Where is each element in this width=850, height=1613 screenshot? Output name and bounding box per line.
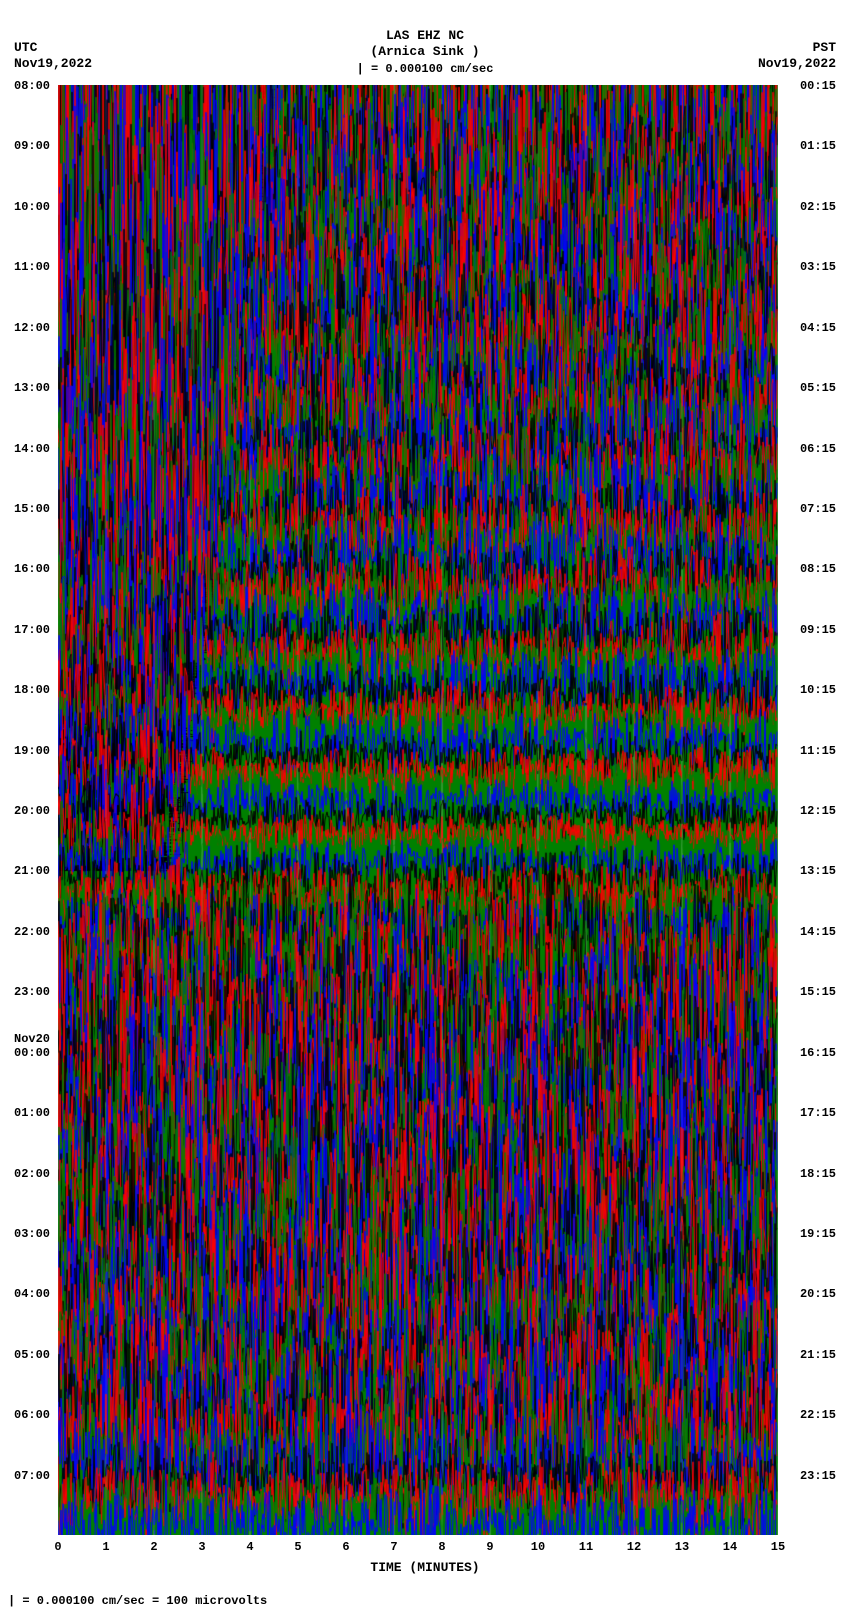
utc-hour-label: 09:00 <box>14 139 50 153</box>
utc-hour-label: 13:00 <box>14 381 50 395</box>
utc-hour-label: 15:00 <box>14 502 50 516</box>
date-right: Nov19,2022 <box>758 56 836 71</box>
x-tick: 1 <box>102 1540 109 1554</box>
pst-hour-label: 23:15 <box>800 1469 836 1483</box>
x-tick: 15 <box>771 1540 785 1554</box>
utc-hour-label: 22:00 <box>14 925 50 939</box>
utc-hour-label: 18:00 <box>14 683 50 697</box>
x-tick: 14 <box>723 1540 737 1554</box>
utc-hour-label: 23:00 <box>14 985 50 999</box>
pst-hour-label: 07:15 <box>800 502 836 516</box>
utc-hour-label: 16:00 <box>14 562 50 576</box>
station-subtitle: (Arnica Sink ) <box>0 44 850 59</box>
x-tick: 11 <box>579 1540 593 1554</box>
pst-hour-label: 20:15 <box>800 1287 836 1301</box>
x-tick: 5 <box>294 1540 301 1554</box>
x-tick: 10 <box>531 1540 545 1554</box>
x-tick: 7 <box>390 1540 397 1554</box>
utc-hour-label: 04:00 <box>14 1287 50 1301</box>
x-tick: 13 <box>675 1540 689 1554</box>
utc-hour-label: 19:00 <box>14 744 50 758</box>
x-tick: 9 <box>486 1540 493 1554</box>
pst-hour-label: 05:15 <box>800 381 836 395</box>
footer-scale: | = 0.000100 cm/sec = 100 microvolts <box>8 1594 267 1608</box>
pst-hour-label: 09:15 <box>800 623 836 637</box>
x-tick: 0 <box>54 1540 61 1554</box>
pst-hour-label: 12:15 <box>800 804 836 818</box>
pst-hour-label: 02:15 <box>800 200 836 214</box>
pst-hour-label: 13:15 <box>800 864 836 878</box>
utc-hour-label: 03:00 <box>14 1227 50 1241</box>
x-tick: 3 <box>198 1540 205 1554</box>
x-axis-ticks: 0123456789101112131415 <box>58 1540 778 1560</box>
pst-hour-label: 03:15 <box>800 260 836 274</box>
pst-hour-label: 22:15 <box>800 1408 836 1422</box>
x-tick: 2 <box>150 1540 157 1554</box>
pst-hour-label: 00:15 <box>800 79 836 93</box>
utc-hour-label: 08:00 <box>14 79 50 93</box>
scale-indicator: | = 0.000100 cm/sec <box>0 62 850 76</box>
utc-hour-label: 00:00 <box>14 1046 50 1060</box>
pst-hour-label: 16:15 <box>800 1046 836 1060</box>
helicorder-plot <box>58 85 778 1535</box>
date-left: Nov19,2022 <box>14 56 92 71</box>
pst-hour-label: 10:15 <box>800 683 836 697</box>
x-axis-label: TIME (MINUTES) <box>0 1560 850 1575</box>
utc-hour-label: 05:00 <box>14 1348 50 1362</box>
utc-hour-label: 01:00 <box>14 1106 50 1120</box>
utc-hour-label: 11:00 <box>14 260 50 274</box>
utc-hour-label: 12:00 <box>14 321 50 335</box>
x-tick: 6 <box>342 1540 349 1554</box>
utc-hour-label: 20:00 <box>14 804 50 818</box>
utc-hour-label: 21:00 <box>14 864 50 878</box>
x-tick: 4 <box>246 1540 253 1554</box>
pst-hour-label: 17:15 <box>800 1106 836 1120</box>
utc-hour-label: 02:00 <box>14 1167 50 1181</box>
timezone-left: UTC <box>14 40 37 55</box>
utc-hour-label: 10:00 <box>14 200 50 214</box>
pst-hour-label: 18:15 <box>800 1167 836 1181</box>
pst-hour-label: 14:15 <box>800 925 836 939</box>
pst-hour-label: 21:15 <box>800 1348 836 1362</box>
x-tick: 12 <box>627 1540 641 1554</box>
pst-hour-label: 01:15 <box>800 139 836 153</box>
utc-hour-label: 14:00 <box>14 442 50 456</box>
pst-hour-label: 06:15 <box>800 442 836 456</box>
utc-hour-label: 06:00 <box>14 1408 50 1422</box>
pst-hour-label: 08:15 <box>800 562 836 576</box>
x-tick: 8 <box>438 1540 445 1554</box>
pst-hour-label: 15:15 <box>800 985 836 999</box>
pst-hour-label: 04:15 <box>800 321 836 335</box>
station-title: LAS EHZ NC <box>0 28 850 43</box>
timezone-right: PST <box>813 40 836 55</box>
day-break-label: Nov20 <box>14 1032 50 1046</box>
pst-hour-label: 11:15 <box>800 744 836 758</box>
utc-hour-label: 17:00 <box>14 623 50 637</box>
pst-hour-label: 19:15 <box>800 1227 836 1241</box>
utc-hour-label: 07:00 <box>14 1469 50 1483</box>
